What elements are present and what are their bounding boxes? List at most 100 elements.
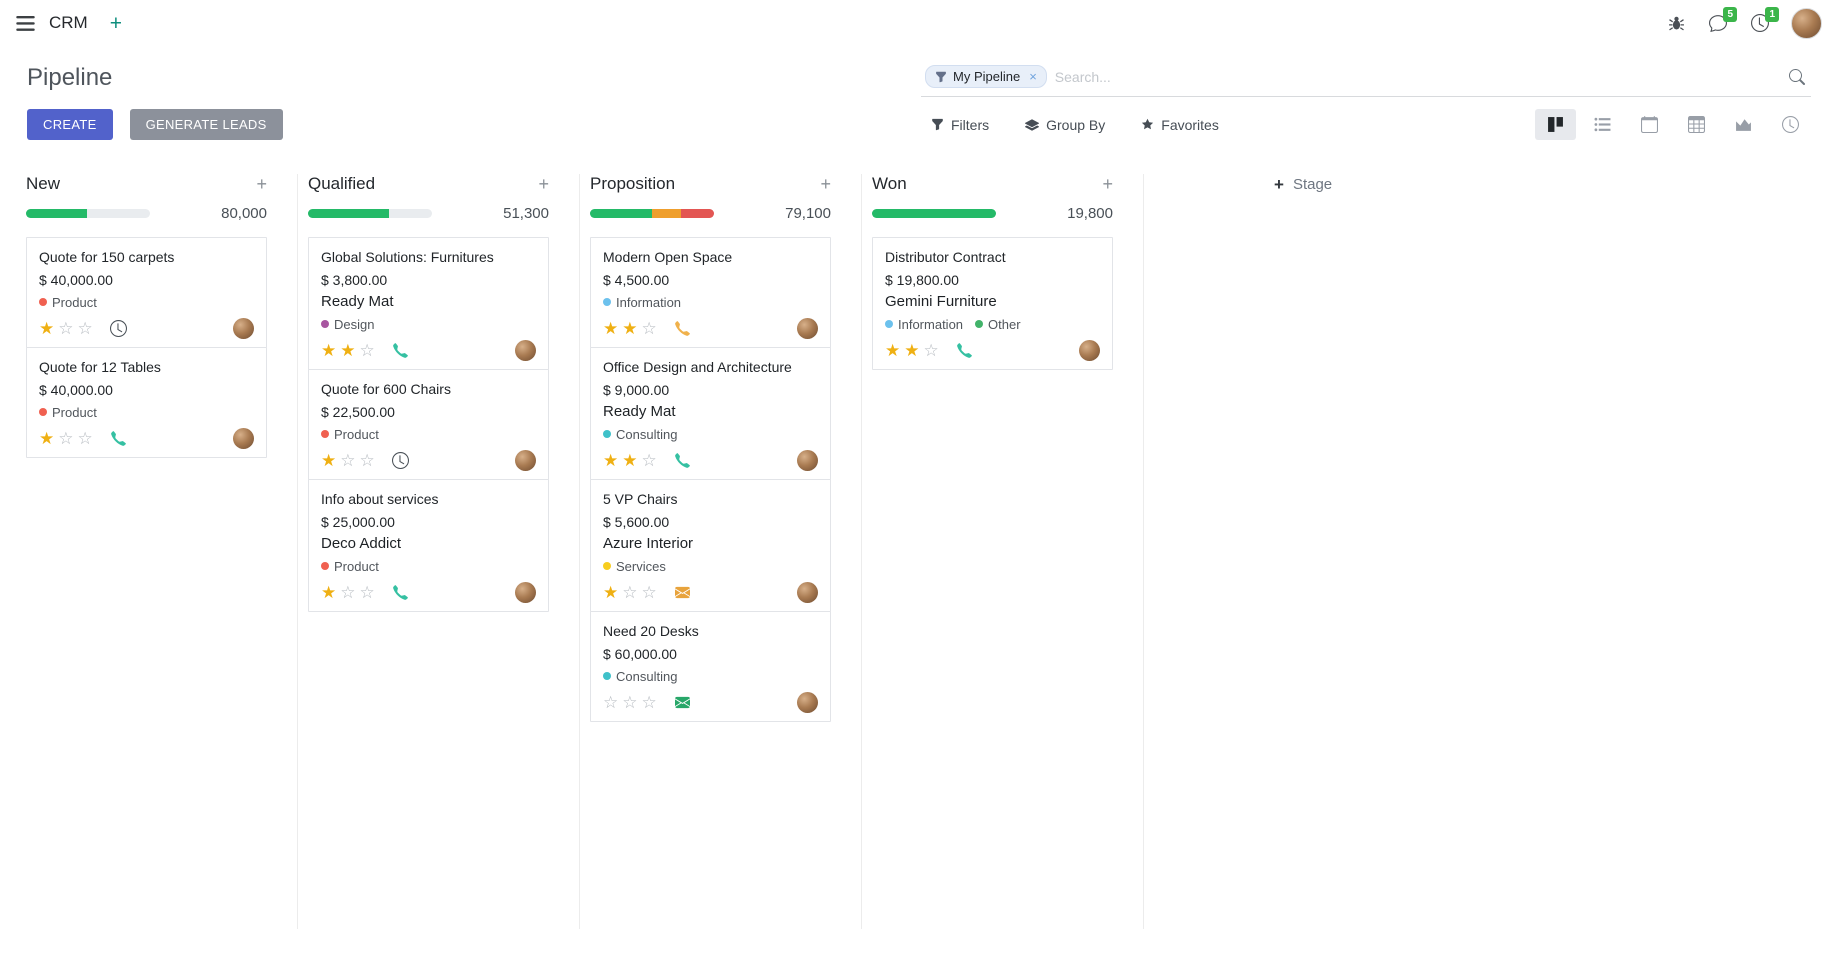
priority-star-icon[interactable]: ☆ (340, 450, 356, 470)
column-progressbar[interactable] (26, 209, 150, 218)
priority-star-icon[interactable]: ★ (39, 318, 55, 338)
priority-star-icon[interactable]: ★ (39, 428, 55, 448)
priority-star-icon[interactable]: ★ (603, 318, 619, 338)
card-priority-stars[interactable]: ★ ☆ ☆ (39, 430, 97, 447)
view-switch-list-icon[interactable] (1582, 109, 1623, 140)
card-tag[interactable]: Product (39, 295, 97, 310)
search-input[interactable] (1054, 68, 1781, 85)
card-priority-stars[interactable]: ★ ★ ☆ (885, 342, 943, 359)
priority-star-icon[interactable]: ★ (340, 340, 356, 360)
kanban-card[interactable]: Need 20 Desks $ 60,000.00 Consulting ☆ ☆ ☆ (590, 610, 831, 722)
column-title[interactable]: New (26, 174, 61, 193)
kanban-card[interactable]: Info about services $ 25,000.00 Deco Add… (308, 478, 549, 612)
column-progressbar[interactable] (308, 209, 432, 218)
card-activity-phone-icon[interactable] (956, 342, 973, 359)
card-priority-stars[interactable]: ☆ ☆ ☆ (603, 694, 661, 711)
kanban-card[interactable]: Office Design and Architecture $ 9,000.0… (590, 346, 831, 480)
create-button[interactable]: CREATE (27, 109, 113, 140)
priority-star-icon[interactable]: ★ (622, 450, 638, 470)
card-priority-stars[interactable]: ★ ★ ☆ (603, 320, 661, 337)
priority-star-icon[interactable]: ☆ (641, 582, 657, 602)
card-activity-clock-icon[interactable] (391, 451, 409, 469)
view-switch-pivot-icon[interactable] (1676, 109, 1717, 140)
column-title[interactable]: Proposition (590, 174, 676, 193)
column-progressbar[interactable] (590, 209, 714, 218)
card-priority-stars[interactable]: ★ ★ ☆ (321, 342, 379, 359)
card-avatar[interactable] (233, 317, 254, 339)
card-avatar[interactable] (797, 317, 818, 339)
groupby-button[interactable]: Group By (1025, 117, 1105, 133)
card-avatar[interactable] (797, 581, 818, 603)
card-tag[interactable]: Services (603, 559, 666, 574)
card-avatar[interactable] (233, 427, 254, 449)
card-avatar[interactable] (515, 581, 536, 603)
add-menu-icon[interactable]: + (109, 11, 122, 35)
column-title[interactable]: Won (872, 174, 907, 193)
column-add-icon[interactable]: + (538, 174, 549, 194)
card-priority-stars[interactable]: ★ ☆ ☆ (39, 320, 97, 337)
kanban-card[interactable]: Modern Open Space $ 4,500.00 Information… (590, 237, 831, 348)
search-icon[interactable] (1789, 68, 1805, 85)
card-avatar[interactable] (797, 691, 818, 713)
priority-star-icon[interactable]: ★ (321, 582, 337, 602)
column-progressbar[interactable] (872, 209, 996, 218)
generate-leads-button[interactable]: GENERATE LEADS (129, 109, 283, 140)
priority-star-icon[interactable]: ★ (321, 450, 337, 470)
priority-star-icon[interactable]: ★ (904, 340, 920, 360)
card-tag[interactable]: Product (321, 559, 379, 574)
priority-star-icon[interactable]: ☆ (923, 340, 939, 360)
filters-button[interactable]: Filters (931, 117, 989, 133)
card-activity-envelope-icon[interactable] (674, 585, 691, 600)
card-priority-stars[interactable]: ★ ☆ ☆ (321, 452, 379, 469)
priority-star-icon[interactable]: ☆ (641, 450, 657, 470)
apps-menu-icon[interactable] (16, 15, 35, 31)
priority-star-icon[interactable]: ☆ (359, 450, 375, 470)
view-switch-activity-icon[interactable] (1770, 109, 1811, 140)
card-activity-phone-icon[interactable] (392, 342, 409, 359)
card-priority-stars[interactable]: ★ ☆ ☆ (603, 584, 661, 601)
card-avatar[interactable] (797, 449, 818, 471)
card-tag[interactable]: Product (321, 427, 379, 442)
facet-remove-icon[interactable]: × (1029, 69, 1037, 84)
column-add-icon[interactable]: + (1102, 174, 1113, 194)
priority-star-icon[interactable]: ☆ (641, 692, 657, 712)
favorites-button[interactable]: Favorites (1141, 117, 1219, 133)
priority-star-icon[interactable]: ★ (321, 340, 337, 360)
search-bar[interactable]: My Pipeline × (921, 62, 1811, 97)
card-tag[interactable]: Information (885, 317, 963, 332)
priority-star-icon[interactable]: ★ (603, 582, 619, 602)
card-activity-phone-icon[interactable] (392, 584, 409, 601)
card-priority-stars[interactable]: ★ ★ ☆ (603, 452, 661, 469)
card-avatar[interactable] (515, 449, 536, 471)
priority-star-icon[interactable]: ☆ (77, 428, 93, 448)
kanban-card[interactable]: 5 VP Chairs $ 5,600.00 Azure Interior Se… (590, 478, 831, 612)
view-switch-kanban-icon[interactable] (1535, 109, 1576, 140)
card-tag[interactable]: Consulting (603, 427, 677, 442)
priority-star-icon[interactable]: ☆ (359, 582, 375, 602)
card-avatar[interactable] (515, 339, 536, 361)
priority-star-icon[interactable]: ★ (603, 450, 619, 470)
card-activity-envelope-icon[interactable] (674, 695, 691, 710)
card-activity-phone-icon[interactable] (110, 430, 127, 447)
priority-star-icon[interactable]: ☆ (77, 318, 93, 338)
card-tag[interactable]: Other (975, 317, 1021, 332)
card-activity-phone-icon[interactable] (674, 320, 691, 337)
messages-icon[interactable]: 5 (1709, 7, 1737, 32)
card-tag[interactable]: Information (603, 295, 681, 310)
column-title[interactable]: Qualified (308, 174, 376, 193)
kanban-card[interactable]: Distributor Contract $ 19,800.00 Gemini … (872, 237, 1113, 370)
user-avatar[interactable] (1791, 7, 1822, 39)
kanban-card[interactable]: Quote for 12 Tables $ 40,000.00 Product … (26, 346, 267, 458)
add-stage-button[interactable]: + Stage (1274, 176, 1332, 193)
activities-icon[interactable]: 1 (1751, 7, 1779, 32)
kanban-card[interactable]: Quote for 600 Chairs $ 22,500.00 Product… (308, 368, 549, 480)
kanban-card[interactable]: Global Solutions: Furnitures $ 3,800.00 … (308, 237, 549, 370)
kanban-card[interactable]: Quote for 150 carpets $ 40,000.00 Produc… (26, 237, 267, 348)
priority-star-icon[interactable]: ☆ (58, 318, 74, 338)
column-add-icon[interactable]: + (256, 174, 267, 194)
priority-star-icon[interactable]: ★ (885, 340, 901, 360)
card-priority-stars[interactable]: ★ ☆ ☆ (321, 584, 379, 601)
priority-star-icon[interactable]: ☆ (622, 692, 638, 712)
priority-star-icon[interactable]: ☆ (340, 582, 356, 602)
debug-bug-icon[interactable] (1668, 15, 1685, 32)
